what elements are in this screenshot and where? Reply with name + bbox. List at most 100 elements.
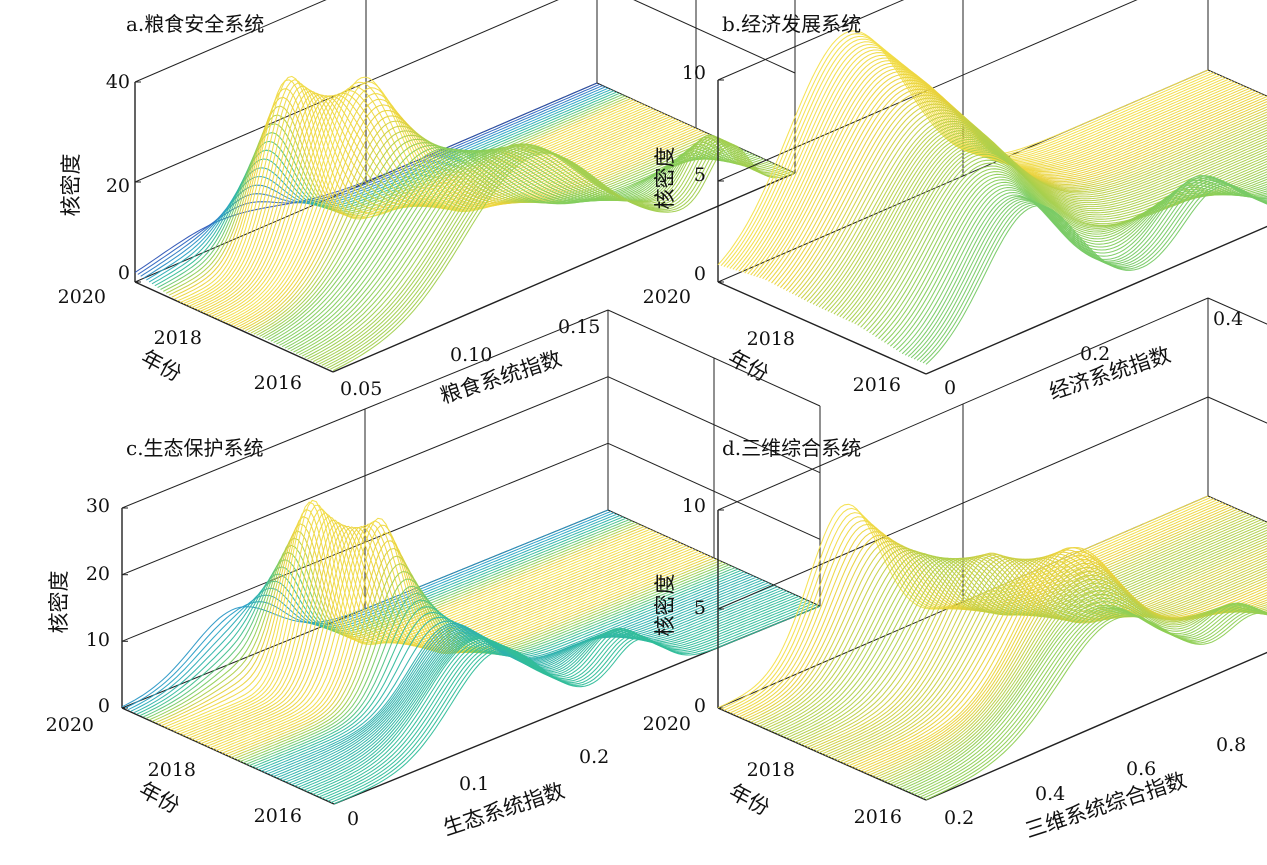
surface-line bbox=[242, 115, 705, 330]
x-axis-line bbox=[925, 225, 1267, 375]
surface-line bbox=[717, 495, 1209, 709]
surface-line bbox=[812, 120, 1267, 305]
surface-line bbox=[154, 91, 618, 287]
surface-line bbox=[324, 601, 812, 801]
x-tick-label: 0.10 bbox=[450, 344, 492, 366]
x-tick-label: 0.6 bbox=[1126, 758, 1156, 780]
surface-line bbox=[171, 96, 635, 298]
surface-line bbox=[251, 568, 739, 768]
y-tick-label: 2020 bbox=[46, 714, 94, 736]
surface-line bbox=[777, 521, 1267, 735]
surface-line bbox=[228, 87, 691, 325]
surface-line bbox=[167, 501, 654, 729]
y-tick-label: 2018 bbox=[148, 759, 196, 781]
surface-line bbox=[892, 182, 1267, 349]
y-axis-label: 年份 bbox=[135, 777, 183, 818]
grid-line bbox=[1207, 396, 1267, 424]
surface-line bbox=[863, 554, 1267, 773]
surface-line bbox=[750, 60, 1241, 276]
surface-line bbox=[866, 162, 1267, 332]
box-edge bbox=[717, 0, 905, 81]
surface-line bbox=[318, 598, 806, 798]
surface-line bbox=[173, 504, 660, 732]
surface-line bbox=[315, 597, 802, 797]
surface-line bbox=[180, 75, 643, 303]
z-axis-label: 核密度 bbox=[59, 154, 83, 217]
surface-line bbox=[836, 557, 1267, 762]
surface-line bbox=[759, 68, 1250, 279]
surface-line bbox=[863, 159, 1267, 330]
z-axis-label: 核密度 bbox=[653, 574, 677, 637]
surface-line bbox=[881, 578, 1267, 781]
surface-line bbox=[732, 44, 1224, 270]
surface-line bbox=[806, 547, 1267, 748]
surface-line bbox=[729, 41, 1221, 269]
box-edge bbox=[1207, 495, 1267, 523]
surface-line bbox=[907, 176, 1267, 357]
panel-title: d.三维综合系统 bbox=[722, 436, 861, 460]
surface-line bbox=[222, 76, 685, 322]
surface-line bbox=[246, 565, 733, 765]
x-tick-label: 0 bbox=[347, 808, 359, 830]
surface-line bbox=[869, 562, 1267, 776]
surface-line bbox=[851, 149, 1267, 323]
surface-line bbox=[188, 85, 651, 307]
surface-line bbox=[821, 557, 1267, 755]
z-tick-label: 5 bbox=[694, 164, 706, 186]
x-tick-label: 0.2 bbox=[944, 807, 974, 829]
surface-line bbox=[174, 88, 637, 300]
surface-line bbox=[281, 149, 745, 348]
surface-line bbox=[164, 508, 651, 728]
surface-line bbox=[833, 136, 1267, 315]
z-tick-label: 0 bbox=[694, 695, 706, 717]
surface-line bbox=[124, 510, 612, 709]
surface-line bbox=[890, 590, 1267, 785]
surface-line bbox=[298, 143, 762, 356]
surface-line bbox=[747, 57, 1238, 275]
x-tick-label: 0.1 bbox=[459, 773, 489, 795]
surface-line bbox=[133, 515, 621, 714]
x-tick-label: 0.4 bbox=[1213, 308, 1243, 330]
surface-line bbox=[901, 175, 1267, 355]
surface-line bbox=[194, 525, 681, 742]
y-axis-line bbox=[134, 281, 334, 373]
surface-line bbox=[774, 520, 1265, 734]
surface-line bbox=[744, 507, 1235, 721]
surface-line bbox=[845, 145, 1267, 321]
surface-line bbox=[919, 182, 1267, 363]
surface-line bbox=[803, 545, 1267, 747]
surface-line bbox=[158, 523, 645, 725]
box-edge bbox=[1207, 297, 1267, 325]
surface-line bbox=[869, 165, 1267, 334]
box-edge bbox=[134, 0, 327, 83]
x-axis-line bbox=[925, 651, 1267, 801]
y-tick-label: 2020 bbox=[643, 286, 691, 308]
surface-line bbox=[230, 93, 694, 326]
surface-line bbox=[130, 513, 618, 712]
surface-line bbox=[738, 504, 1230, 718]
x-tick-label: 0.2 bbox=[579, 746, 609, 768]
surface-line bbox=[160, 94, 623, 290]
surface-line bbox=[839, 141, 1267, 318]
panel-title: b.经济发展系统 bbox=[722, 12, 861, 36]
surface-line bbox=[279, 580, 766, 780]
surface-line bbox=[309, 594, 797, 794]
surface-line bbox=[236, 104, 700, 328]
x-tick-label: 0.2 bbox=[1080, 343, 1110, 365]
surface-line bbox=[848, 551, 1267, 767]
surface-line bbox=[723, 35, 1215, 267]
surface-line bbox=[735, 46, 1227, 271]
z-tick-label: 5 bbox=[694, 597, 706, 619]
surface-line bbox=[723, 498, 1215, 711]
surface-line bbox=[851, 549, 1267, 768]
surface-line bbox=[255, 569, 742, 769]
density-surface bbox=[717, 495, 1267, 801]
surface-line bbox=[895, 179, 1267, 351]
surface-line bbox=[304, 139, 767, 358]
surface-line bbox=[875, 570, 1267, 778]
z-axis-label: 核密度 bbox=[47, 571, 71, 634]
y-tick-label: 2016 bbox=[254, 805, 302, 827]
x-tick-label: 0.15 bbox=[558, 316, 600, 338]
surface-line bbox=[747, 508, 1238, 722]
